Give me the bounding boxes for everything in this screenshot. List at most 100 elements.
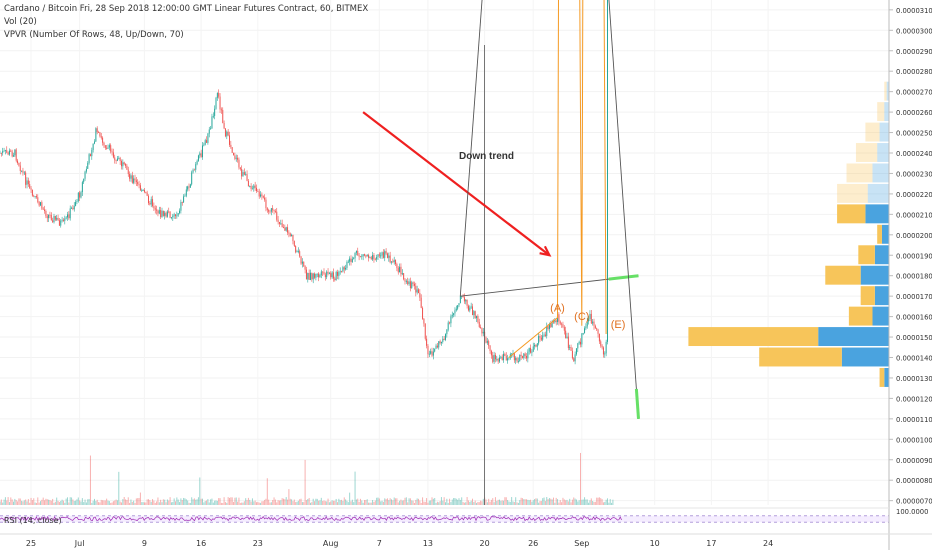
candle-body	[320, 271, 322, 276]
drawings: (A)(B)(C)(D)(E)	[362, 0, 640, 505]
candle-body	[422, 307, 424, 319]
candle-body	[436, 345, 438, 348]
candle-body	[67, 214, 68, 218]
candle-body	[18, 162, 20, 166]
volume-bar	[131, 501, 133, 505]
candle-body	[562, 324, 564, 328]
volume-bar	[389, 498, 391, 505]
volume-bar	[11, 499, 13, 505]
candlestick-series	[0, 0, 608, 365]
volume-bar	[261, 501, 263, 505]
volume-bar	[274, 499, 276, 505]
candle-body	[256, 187, 257, 192]
volume-bar	[191, 497, 193, 505]
candle-body	[503, 353, 505, 361]
volume-bar	[396, 498, 398, 505]
rsi-line	[0, 515, 622, 522]
candle-body	[154, 208, 156, 210]
candle-body	[172, 215, 174, 218]
candle-body	[345, 267, 347, 270]
volume-bar	[335, 498, 337, 505]
time-axis[interactable]: 25 Jul 9 16 23 Aug 7 13 20 26 Sep 10 17 24	[0, 507, 932, 548]
volume-bar	[582, 499, 584, 505]
candle-body	[188, 186, 190, 188]
candle-body	[85, 168, 87, 172]
candle-body	[277, 219, 279, 223]
volume-bar	[284, 499, 286, 505]
volume-bar	[312, 498, 314, 505]
volume-bar	[184, 498, 186, 505]
volume-bar	[138, 497, 140, 505]
volume-bar	[297, 500, 299, 505]
candle-body	[337, 271, 338, 276]
candle-body	[442, 338, 444, 342]
candle-body	[285, 227, 287, 231]
candle-body	[60, 220, 62, 226]
volume-bar	[87, 499, 89, 505]
candle-body	[34, 196, 36, 197]
volume-bar	[212, 502, 214, 505]
volume-bar	[322, 501, 324, 505]
volume-bar	[73, 500, 75, 505]
candle-body	[283, 227, 284, 228]
candle-body	[71, 207, 73, 209]
candle-body	[108, 145, 110, 148]
volume-bar	[211, 498, 213, 505]
candle-body	[215, 97, 217, 109]
candle-body	[99, 132, 101, 137]
volume-bar	[539, 501, 541, 505]
volume-bar	[23, 500, 25, 505]
candle-body	[100, 136, 102, 138]
candle-body	[146, 192, 148, 196]
volume-bar	[494, 497, 496, 505]
volume-bar	[573, 497, 575, 505]
volume-bar	[305, 500, 307, 505]
volume-bar	[326, 501, 328, 505]
volume-bar	[48, 499, 50, 505]
volume-bar	[571, 499, 573, 505]
candle-body	[139, 185, 141, 191]
volume-bar	[188, 502, 190, 505]
candle-body	[593, 321, 595, 326]
volume-bar	[547, 499, 549, 505]
volume-bar	[185, 499, 187, 505]
vpvr-down-bar	[855, 143, 878, 162]
volume-bar	[173, 498, 175, 505]
volume-bar	[499, 499, 500, 505]
volume-bar	[559, 500, 561, 505]
candle-body	[62, 219, 64, 221]
volume-bar	[122, 499, 124, 505]
candle-body	[207, 133, 209, 143]
candle-body	[507, 358, 509, 361]
volume-bar	[303, 502, 305, 505]
symbol-title[interactable]: Cardano / Bitcoin Fri, 28 Sep 2018 12:00…	[4, 4, 369, 14]
candle-body	[77, 192, 79, 202]
candle-body	[385, 251, 387, 254]
volume-bar	[353, 502, 355, 505]
volume-indicator-label[interactable]: Vol (20)	[4, 17, 37, 27]
candle-body	[607, 0, 608, 342]
volume-bar	[88, 498, 90, 505]
volume-bar	[440, 497, 442, 505]
volume-bar	[19, 498, 21, 505]
volume-bar	[22, 501, 24, 505]
vpvr-down-bar	[759, 347, 842, 367]
volume-bar	[153, 500, 155, 505]
candle-body	[170, 217, 172, 219]
candle-body	[305, 269, 307, 280]
volume-bar	[108, 501, 110, 505]
volume-bar	[509, 501, 511, 505]
candle-body	[323, 272, 325, 275]
candle-body	[175, 214, 176, 217]
vpvr-indicator-label[interactable]: VPVR (Number Of Rows, 48, Up/Down, 70)	[4, 30, 184, 40]
volume-bar	[4, 497, 6, 505]
candle-body	[581, 333, 583, 345]
candle-body	[565, 330, 567, 338]
candle-body	[122, 162, 124, 167]
candle-body	[212, 115, 214, 117]
vpvr-up-bar	[884, 102, 889, 122]
